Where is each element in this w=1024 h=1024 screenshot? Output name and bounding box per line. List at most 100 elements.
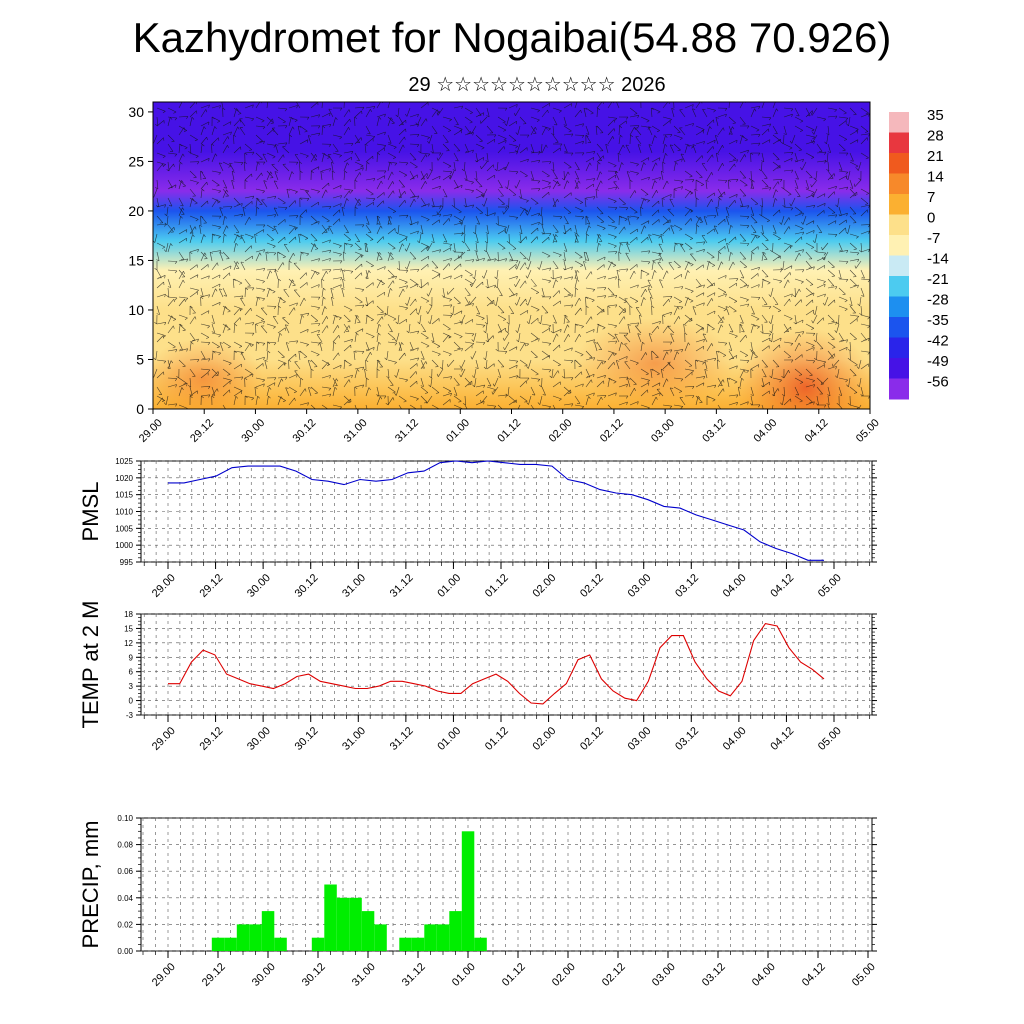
wind-barb <box>178 271 184 280</box>
wind-barb <box>189 264 198 271</box>
wind-barb <box>739 170 747 179</box>
wind-barb <box>614 171 618 174</box>
wind-barb <box>750 197 758 205</box>
wind-barb <box>629 236 638 244</box>
wind-barb <box>613 181 620 190</box>
colorbar-swatch <box>889 378 909 400</box>
wind-barb <box>306 253 310 257</box>
wind-barb <box>273 252 277 256</box>
wind-barb <box>442 350 452 355</box>
wind-barb <box>354 198 360 208</box>
wind-barb <box>674 99 677 101</box>
wind-barb <box>514 302 517 306</box>
wind-barb <box>670 225 674 227</box>
wind-barb <box>167 179 173 188</box>
wind-barb <box>640 260 651 263</box>
wind-barb <box>739 296 749 300</box>
wind-barb <box>398 128 406 136</box>
wind-barb <box>528 359 532 369</box>
wind-barb <box>297 125 302 128</box>
wind-barb <box>577 234 580 237</box>
wind-barb <box>567 171 570 175</box>
wind-barb <box>244 216 250 226</box>
wind-barb <box>387 275 397 280</box>
wind-barb <box>398 188 402 198</box>
wind-barb <box>861 277 865 279</box>
wind-barb <box>750 246 759 253</box>
wind-barb <box>666 221 670 224</box>
wind-barb <box>563 133 573 136</box>
wind-barb <box>365 138 374 145</box>
wind-barb <box>761 116 772 119</box>
wind-barb <box>442 263 450 271</box>
wind-barb <box>761 224 764 234</box>
wind-barb <box>538 212 540 216</box>
wind-barb <box>706 298 712 307</box>
wind-barb <box>479 120 481 124</box>
wind-barb <box>241 214 244 218</box>
wind-barb <box>215 288 218 292</box>
wind-barb <box>527 206 532 216</box>
wind-barb <box>657 326 659 330</box>
wind-barb <box>630 134 633 138</box>
wind-barb <box>508 293 518 298</box>
wind-barb <box>717 287 727 293</box>
wind-barb <box>503 146 505 150</box>
wind-barb <box>485 160 489 163</box>
wind-barb <box>725 207 729 209</box>
wind-barb <box>783 323 789 332</box>
wind-barb <box>810 112 813 116</box>
wind-barb <box>182 329 186 331</box>
wind-barb <box>662 120 671 127</box>
wind-barb <box>855 165 859 168</box>
wind-barb <box>761 242 769 250</box>
wind-barb <box>732 122 736 124</box>
wind-barb <box>739 314 744 324</box>
wind-barb <box>178 179 186 187</box>
wind-barb <box>233 234 238 244</box>
wind-barb <box>390 288 393 291</box>
wind-barb <box>475 233 479 243</box>
wind-barb <box>846 186 849 190</box>
wind-barb <box>816 359 826 363</box>
wind-barb <box>541 224 545 234</box>
wind-barb <box>200 287 204 297</box>
wind-barb <box>513 248 517 250</box>
wind-barb <box>750 125 760 131</box>
wind-barb <box>384 266 386 270</box>
wind-barb <box>739 334 747 343</box>
wind-barb <box>552 161 555 171</box>
wind-barb <box>514 283 516 287</box>
wind-barb <box>739 197 744 207</box>
wind-barb <box>497 224 507 228</box>
wind-barb <box>728 355 737 361</box>
wind-barb <box>637 115 640 119</box>
wind-barb <box>475 112 484 118</box>
wind-barb <box>795 187 799 189</box>
wind-barb <box>706 172 712 181</box>
wind-barb <box>715 117 719 127</box>
wind-barb <box>241 203 243 207</box>
wind-barb <box>464 179 474 183</box>
wind-barb <box>255 356 265 361</box>
wind-barb <box>670 296 673 300</box>
wind-barb <box>648 333 653 343</box>
wind-barb <box>453 152 459 162</box>
wind-barb <box>624 298 631 307</box>
wind-barb <box>233 203 243 208</box>
wind-barb <box>475 107 482 116</box>
wind-barb <box>827 220 837 226</box>
wind-barb <box>617 278 620 289</box>
wind-barb <box>772 233 781 239</box>
wind-barb <box>387 252 391 262</box>
y-tick-label: 1010 <box>115 508 133 517</box>
wind-barb <box>669 198 675 208</box>
wind-barb <box>519 233 522 243</box>
wind-barb <box>404 281 408 285</box>
wind-barb <box>222 272 230 280</box>
wind-barb <box>677 306 680 310</box>
wind-barb <box>541 126 547 136</box>
x-tick-label: 04.00 <box>751 417 779 445</box>
wind-barb <box>648 126 653 136</box>
wind-barb <box>585 357 595 361</box>
